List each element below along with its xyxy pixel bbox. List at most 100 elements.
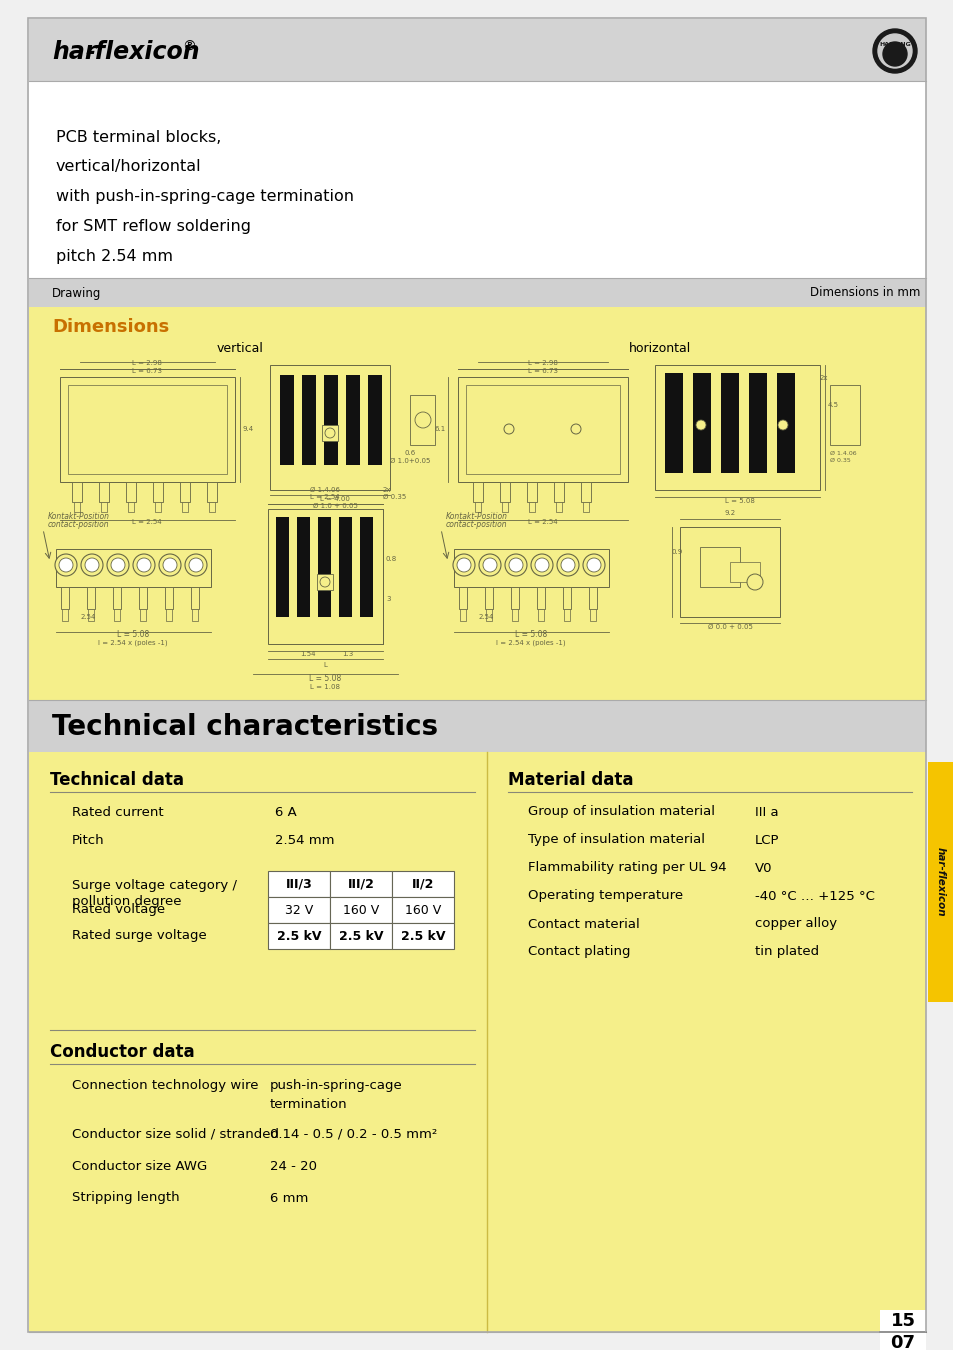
Text: Ø 1.0 + 0.05: Ø 1.0 + 0.05 [313,504,357,509]
Bar [296,517,310,617]
Bar [556,502,561,512]
Circle shape [137,558,151,572]
Circle shape [59,558,73,572]
Circle shape [159,554,181,576]
Text: L = 5.08: L = 5.08 [724,498,754,504]
Text: 160 V: 160 V [404,903,440,917]
Circle shape [107,554,129,576]
Circle shape [453,554,475,576]
Bar [29,1030,486,1038]
Text: -40 °C … +125 °C: -40 °C … +125 °C [754,890,874,903]
Bar [270,364,390,490]
Bar [180,482,190,502]
Text: L = 2.98: L = 2.98 [528,360,558,366]
Bar [68,385,227,474]
Circle shape [81,554,103,576]
Text: Kontakt-Position: Kontakt-Position [48,512,110,521]
Bar [128,502,133,512]
Text: Group of insulation material: Group of insulation material [527,806,714,818]
Bar [268,923,330,949]
Text: ®: ® [182,40,195,54]
Text: l = 2.54 x (poles -1): l = 2.54 x (poles -1) [496,640,565,647]
Bar [582,502,588,512]
Circle shape [325,428,335,437]
Text: Technical data: Technical data [50,771,184,788]
Bar [268,509,382,644]
Circle shape [877,34,911,68]
Text: Ø 1.4.06: Ø 1.4.06 [829,451,856,456]
Bar [392,896,454,923]
Circle shape [415,412,431,428]
Bar [392,871,454,896]
Text: L = 1.08: L = 1.08 [310,684,339,690]
Text: L = 2.54: L = 2.54 [310,494,339,499]
Text: L: L [323,662,327,668]
Text: Dimensions in mm: Dimensions in mm [809,286,919,300]
Bar [192,609,198,621]
Text: L = 5.08: L = 5.08 [515,630,547,639]
Text: 4.5: 4.5 [827,402,838,408]
Text: Material data: Material data [507,771,633,788]
Text: 160 V: 160 V [342,903,378,917]
Bar [459,609,465,621]
Text: Surge voltage category /: Surge voltage category / [71,879,236,891]
Bar [280,375,294,464]
Text: HARTING: HARTING [879,42,910,46]
Bar [359,517,373,617]
Text: III/2: III/2 [347,878,374,891]
Text: L = 5.08: L = 5.08 [309,674,341,683]
Bar [302,375,315,464]
Text: contact-position: contact-position [48,520,110,529]
Bar [729,562,760,582]
Text: III/3: III/3 [285,878,312,891]
Circle shape [746,574,762,590]
Text: horizontal: horizontal [628,343,690,355]
Bar [61,587,69,609]
Text: L = 4.00: L = 4.00 [319,495,350,502]
Text: 0.6: 0.6 [404,450,416,456]
Bar [338,517,352,617]
Text: 24 - 20: 24 - 20 [270,1160,316,1173]
Bar [165,587,172,609]
Text: 32 V: 32 V [285,903,313,917]
Text: 2.5 kV: 2.5 kV [276,930,321,942]
Bar [112,587,121,609]
Bar [317,517,331,617]
Bar [410,396,435,446]
Bar [526,482,537,502]
Text: Rated voltage: Rated voltage [71,903,165,917]
Text: 0.8: 0.8 [386,556,396,562]
Bar [113,609,120,621]
Text: Rated surge voltage: Rated surge voltage [71,930,207,942]
Circle shape [560,558,575,572]
Circle shape [882,42,906,66]
Bar [484,587,493,609]
Text: PCB terminal blocks,: PCB terminal blocks, [56,130,221,144]
Text: har-flexicon: har-flexicon [935,848,945,917]
Text: vertical/horizontal: vertical/horizontal [56,159,201,174]
Bar [139,587,147,609]
Text: 2.5 kV: 2.5 kV [338,930,383,942]
Bar [511,587,518,609]
Bar [927,761,953,1002]
Text: Ø 0.35: Ø 0.35 [829,458,850,463]
Text: III a: III a [754,806,778,818]
Text: contact-position: contact-position [446,520,507,529]
Circle shape [504,554,526,576]
Bar [392,923,454,949]
Text: Ø 1.0+0.05: Ø 1.0+0.05 [390,458,430,464]
Bar [182,502,188,512]
Circle shape [586,558,600,572]
Text: tin plated: tin plated [754,945,819,958]
Text: L = 2.98: L = 2.98 [132,360,162,366]
Bar [268,871,330,896]
Circle shape [482,558,497,572]
Circle shape [503,424,514,433]
Bar [330,923,392,949]
Bar [56,549,211,587]
Circle shape [163,558,177,572]
Text: 1.3: 1.3 [342,651,354,657]
Text: 2.54: 2.54 [477,614,493,620]
Bar [62,609,68,621]
Text: pollution degree: pollution degree [71,895,181,907]
